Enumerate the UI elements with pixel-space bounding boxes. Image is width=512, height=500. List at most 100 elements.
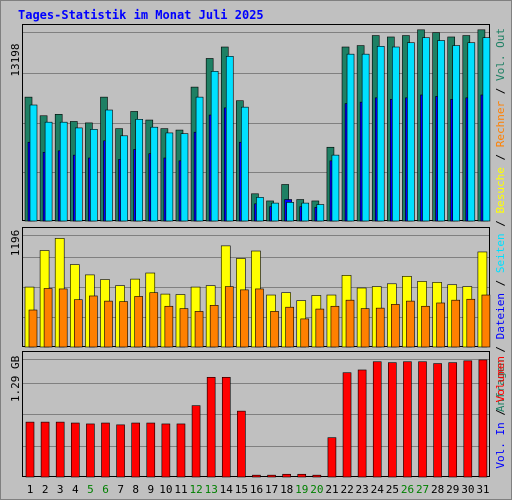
bar-rechner [391,304,400,348]
chart-title: Tages-Statistik im Monat Juli 2025 [18,8,264,22]
day-label: 22 [340,483,353,496]
bar-rechner [179,308,189,348]
bar-rechner [73,299,83,348]
bar-rechner [58,288,68,348]
day-label: 30 [461,483,474,496]
legend-entry: Rechner [494,100,507,147]
day-label: 16 [250,483,263,496]
bar-rechner [300,318,310,348]
day-label: 13 [205,483,218,496]
bar-rechner [436,302,445,348]
bar-rechner [285,306,294,348]
bar-seiten [135,119,143,222]
bar-volumen [357,369,367,478]
legend-entry: / [494,402,507,422]
bar-seiten [29,104,38,222]
bar-volumen [267,474,276,478]
bar-rechner [224,286,234,348]
bar-volumen [463,360,473,478]
day-label: 24 [371,483,385,496]
bar-volumen [403,361,412,478]
legend-entry: Anfragen [494,359,507,412]
legend-entry: Seiten [494,233,507,273]
bar-seiten [422,37,430,222]
bar-rechner [451,299,461,348]
bar-seiten [316,204,325,222]
bar-volumen [206,376,216,478]
y-max-label-visits: 1196 [9,230,22,257]
day-label: 10 [159,483,172,496]
bar-rechner [270,311,279,348]
bar-volumen [282,473,291,478]
bar-seiten [482,37,491,222]
bar-rechner [28,309,38,348]
right-legend-top: Anfragen / Dateien / Seiten / Besuche / … [494,28,507,412]
bar-volumen [221,376,231,478]
bar-rechner [194,311,204,348]
bar-seiten [392,46,400,222]
bar-seiten [225,56,234,222]
day-label: 17 [265,483,278,496]
legend-entry: / [494,213,507,233]
bar-volumen [191,405,201,478]
bar-volumen [327,437,337,478]
bar-rechner [466,298,476,348]
day-label: 6 [102,483,109,496]
bar-seiten [286,202,294,222]
day-label: 7 [117,483,124,496]
day-label: 11 [174,483,187,496]
day-label: 2 [42,483,49,496]
bar-volumen [448,362,458,478]
bar-rechner [375,307,385,348]
bar-seiten [271,202,279,222]
day-label: 20 [310,483,323,496]
bar-volumen [40,421,50,478]
day-label: 12 [189,483,202,496]
day-label: 4 [72,483,79,496]
legend-entry: Vol. Out [494,28,507,81]
bar-rechner [209,305,219,348]
legend-entry: / [494,81,507,101]
bar-volumen [146,422,156,478]
bar-rechner [104,300,113,348]
bar-volumen [55,421,65,478]
bar-volumen [237,410,246,478]
bar-volumen [433,363,442,478]
bar-volumen [312,474,322,478]
bar-seiten [180,133,189,222]
day-label: 18 [280,483,293,496]
bar-rechner [360,308,370,348]
bar-volumen [297,473,307,478]
bar-volumen [176,423,186,478]
bar-rechner [43,288,53,348]
bar-seiten [407,42,415,222]
bar-volumen [116,424,125,478]
bar-seiten [120,135,128,222]
day-label: 8 [132,483,139,496]
bar-seiten [452,45,461,222]
bar-rechner [164,305,174,348]
bar-volumen [372,361,382,478]
bar-volumen [86,423,95,478]
day-label: 26 [401,483,414,496]
bar-seiten [210,71,219,222]
bar-volumen [418,361,427,478]
y-max-label-volume: 1.29 GB [9,355,22,402]
bar-seiten [331,154,340,222]
day-label: 1 [27,483,34,496]
bar-volumen [342,372,352,478]
bar-seiten [105,109,113,222]
bar-seiten [195,96,204,222]
bar-volumen [25,421,35,478]
bar-volumen [388,362,397,478]
day-label: 29 [446,483,459,496]
bar-rechner [315,308,325,348]
legend-entry: Vol. In [494,422,507,468]
legend-entry: / [494,273,507,293]
bar-volumen [478,359,488,478]
bar-seiten [361,53,370,222]
bar-seiten [44,121,53,222]
bar-rechner [149,292,159,348]
day-label: 28 [431,483,444,496]
